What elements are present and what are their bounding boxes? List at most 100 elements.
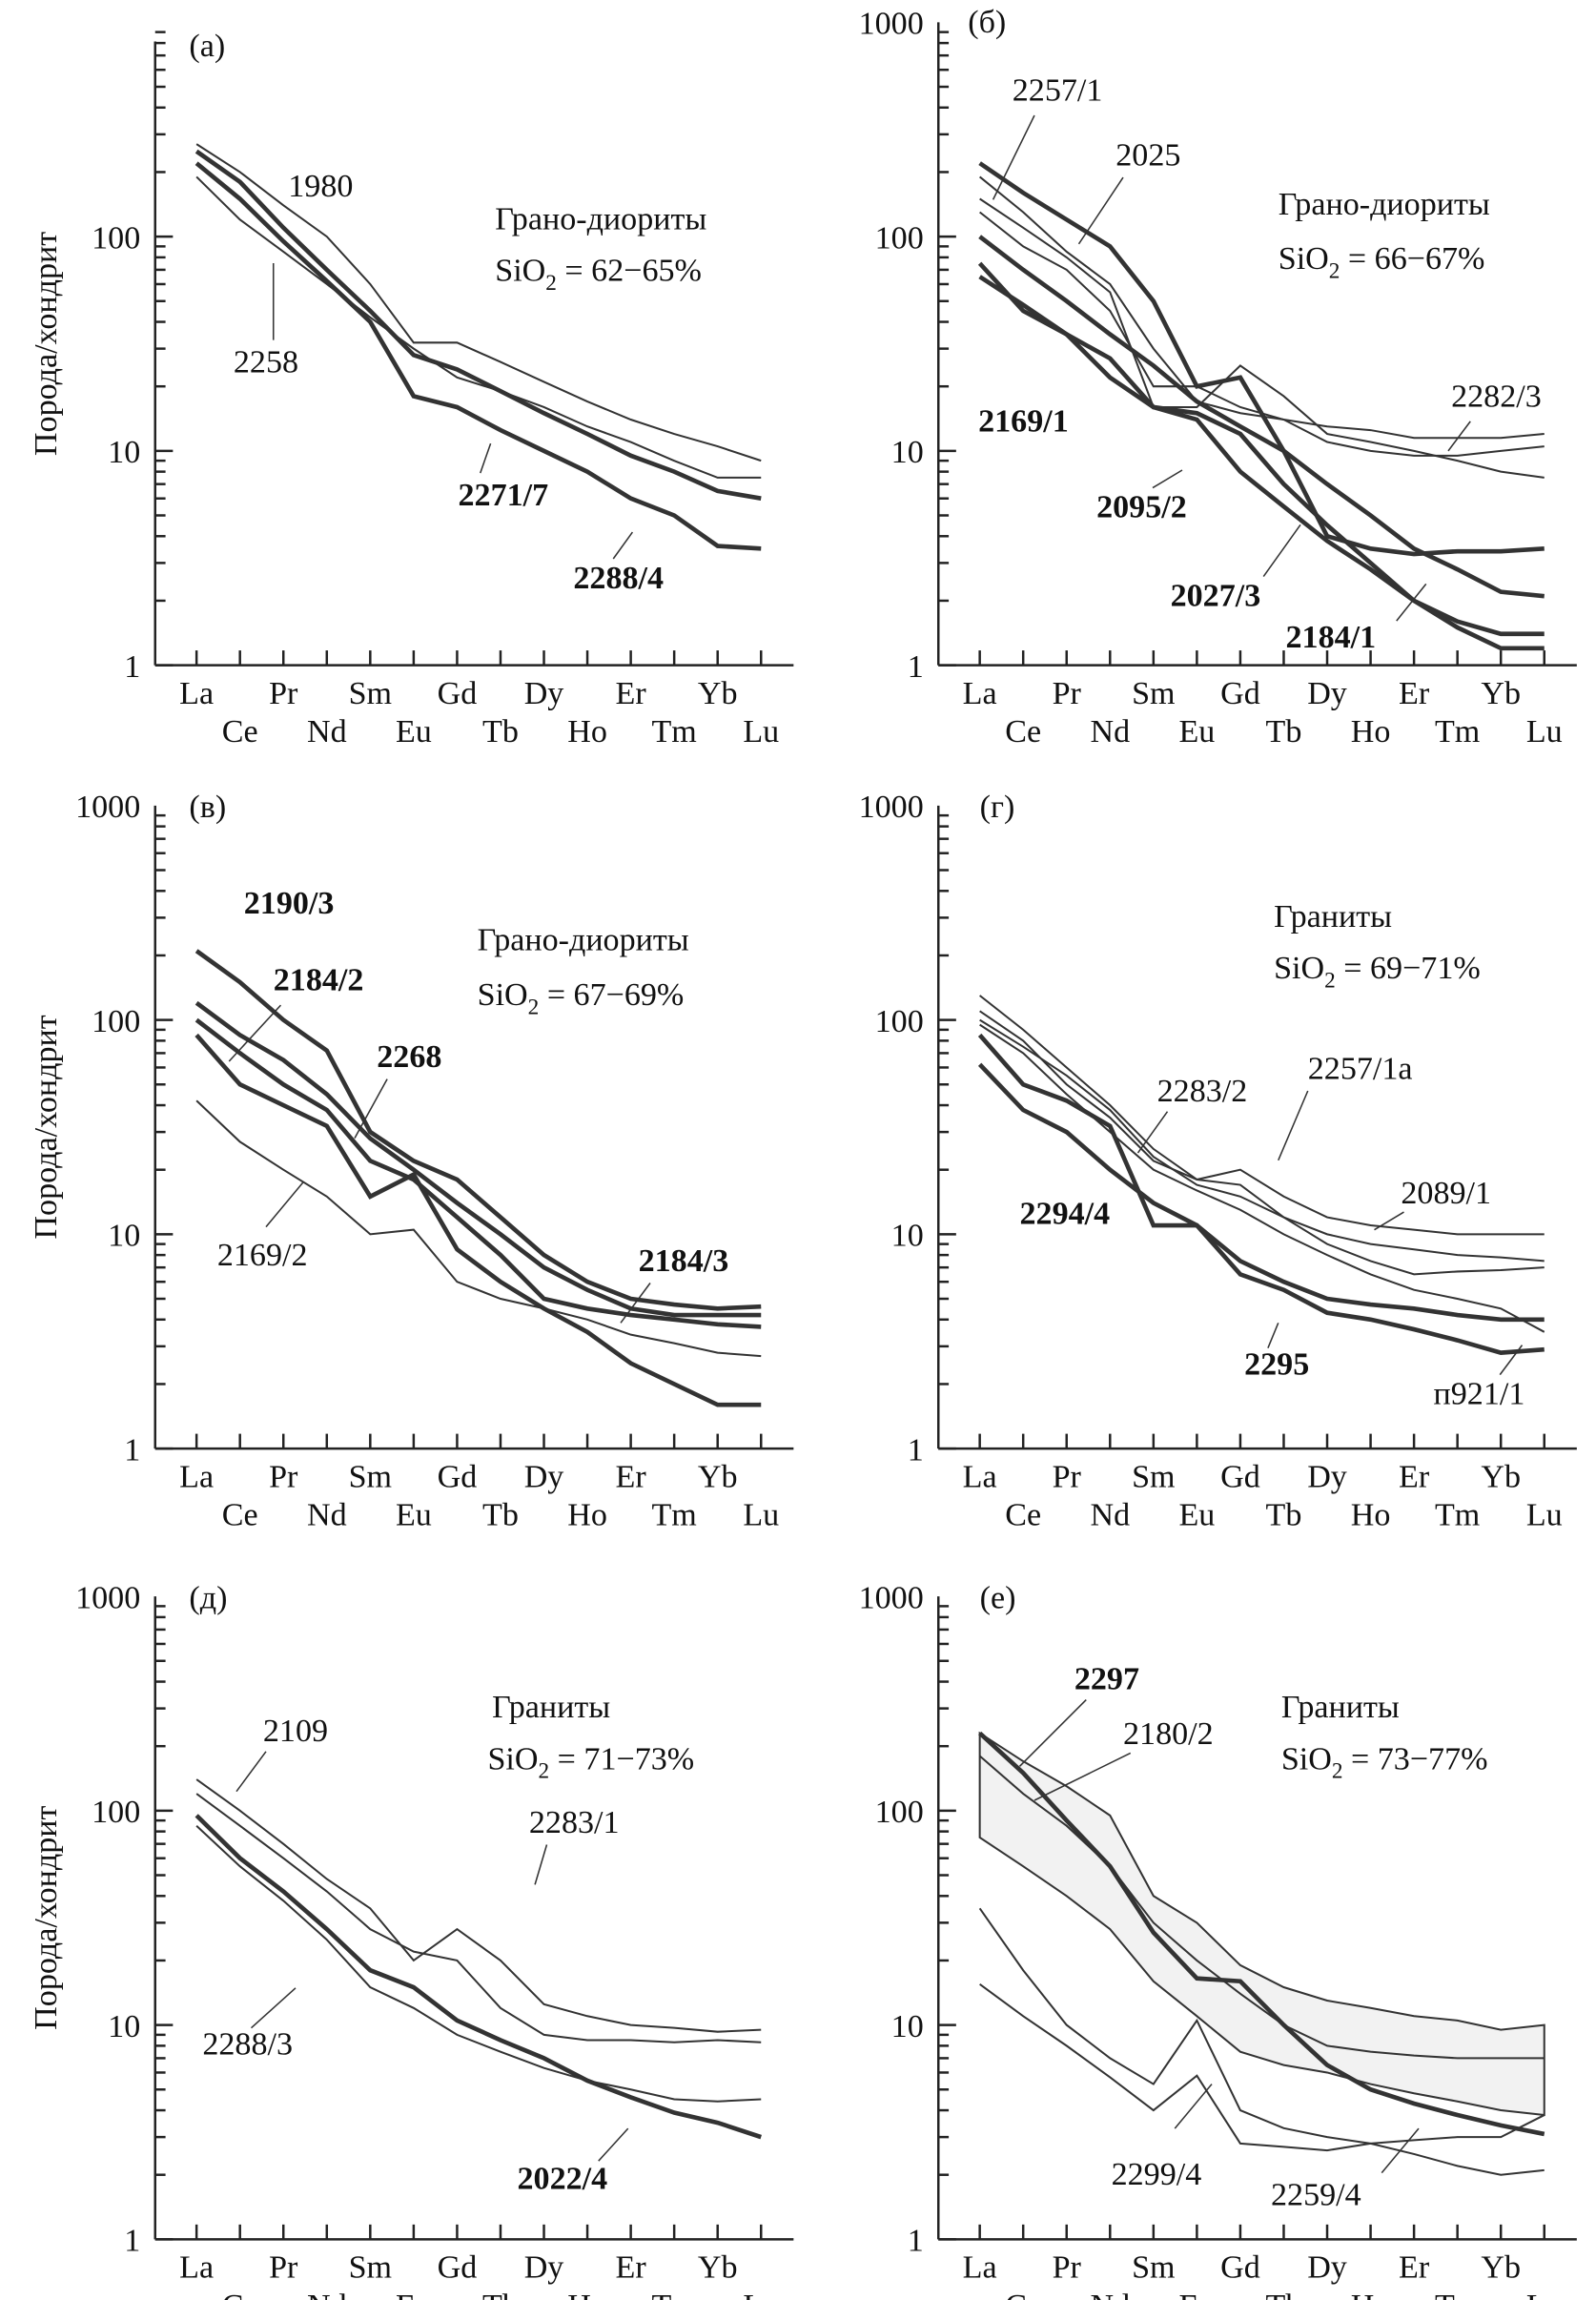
series-label-2295: 2295 xyxy=(1244,1347,1309,1383)
y-tick-label: 1000 xyxy=(859,1581,924,1616)
y-tick-label: 100 xyxy=(92,1795,140,1830)
x-tick-label-Pr: Pr xyxy=(269,676,298,711)
x-tick-label-Yb: Yb xyxy=(698,676,738,711)
x-tick-label-Lu: Lu xyxy=(1526,2289,1563,2300)
leader-line xyxy=(1278,1090,1309,1161)
x-tick-label-Lu: Lu xyxy=(743,714,779,750)
leader-line xyxy=(534,1844,548,1885)
leader-line xyxy=(612,531,634,560)
x-tick-label-La: La xyxy=(179,2250,214,2286)
x-tick-label-Tm: Tm xyxy=(651,714,696,750)
x-tick-label-Nd: Nd xyxy=(1090,2289,1130,2300)
x-tick-label-La: La xyxy=(963,2250,997,2286)
y-tick-label: 10 xyxy=(108,2009,140,2044)
sio2-range: SiO2 = 62−65% xyxy=(495,254,702,296)
series-line-2095/2 xyxy=(978,161,1545,557)
series-line-2258 xyxy=(195,175,762,479)
x-tick-label-Dy: Dy xyxy=(1307,1459,1347,1494)
x-tick-label-Gd: Gd xyxy=(1220,2250,1260,2286)
x-tick-label-Tm: Tm xyxy=(651,1498,696,1533)
series-line-2025 xyxy=(979,197,1545,479)
series-line-2299/4 xyxy=(978,1907,1545,2176)
x-tick-label-La: La xyxy=(963,1459,997,1494)
x-tick-label-Tb: Tb xyxy=(1266,1498,1302,1533)
x-tick-label-La: La xyxy=(179,676,214,711)
series-label-2268: 2268 xyxy=(377,1039,441,1075)
x-tick-label-Dy: Dy xyxy=(524,2250,564,2286)
series-line-2184/3 xyxy=(194,1033,762,1407)
series-label-2297: 2297 xyxy=(1074,1662,1139,1697)
y-tick-label: 1 xyxy=(908,649,924,685)
series-line-п921/1 xyxy=(979,1023,1545,1333)
x-tick-label-Tm: Tm xyxy=(1435,1498,1480,1533)
x-tick-label-Ce: Ce xyxy=(222,2289,258,2300)
x-tick-label-Yb: Yb xyxy=(1481,676,1521,711)
x-tick-label-Yb: Yb xyxy=(1481,2250,1521,2286)
series-line-2184/1 xyxy=(978,275,1545,651)
y-tick-label: 1 xyxy=(124,2224,140,2259)
x-tick-label-Eu: Eu xyxy=(396,1498,432,1533)
series-line-2283/2 xyxy=(979,1018,1545,1263)
leader-line xyxy=(1077,176,1124,245)
leader-line xyxy=(250,1987,297,2029)
x-tick-label-Ho: Ho xyxy=(567,1498,607,1533)
series-label-2180/2: 2180/2 xyxy=(1123,1716,1214,1752)
x-tick-label-Nd: Nd xyxy=(307,714,347,750)
x-tick-label-Ce: Ce xyxy=(222,1498,258,1533)
rock-type-title: Грано-диориты xyxy=(495,201,706,236)
x-tick-label-Yb: Yb xyxy=(1481,1459,1521,1494)
y-tick-label: 1 xyxy=(124,649,140,685)
x-tick-label-Sm: Sm xyxy=(349,1459,392,1494)
series-label-2271/7: 2271/7 xyxy=(459,478,549,513)
sio2-range: SiO2 = 67−69% xyxy=(478,977,685,1019)
x-tick-label-Gd: Gd xyxy=(438,1459,478,1494)
y-axis-label: Порода/хондрит xyxy=(29,1015,64,1239)
series-line-2184/2 xyxy=(194,1000,762,1318)
series-line-2283/1 xyxy=(195,1793,762,2043)
rock-type-title: Граниты xyxy=(492,1690,610,1725)
rock-type-title: Граниты xyxy=(1274,899,1392,934)
series-line-2022/4 xyxy=(194,1814,762,2140)
series-label-2025: 2025 xyxy=(1115,138,1180,174)
x-tick-label-Ho: Ho xyxy=(567,714,607,750)
y-tick-label: 10 xyxy=(108,1219,140,1254)
series-line-2109 xyxy=(195,1778,762,2033)
y-tick-label: 1 xyxy=(908,2224,924,2259)
panel-letter: (в) xyxy=(189,790,226,825)
x-tick-label-Gd: Gd xyxy=(438,2250,478,2286)
y-tick-label: 10 xyxy=(891,2009,924,2044)
panel-letter: (д) xyxy=(189,1581,227,1616)
x-tick-label-Tm: Tm xyxy=(1435,2289,1480,2300)
x-tick-label-La: La xyxy=(179,1459,214,1494)
x-tick-label-Pr: Pr xyxy=(1053,676,1082,711)
x-tick-label-Eu: Eu xyxy=(396,2289,432,2300)
x-tick-label-Tb: Tb xyxy=(482,2289,519,2300)
leader-line xyxy=(1374,1211,1404,1231)
leader-line xyxy=(235,1751,267,1793)
leader-line xyxy=(598,2127,629,2162)
series-line-2169/2 xyxy=(195,1099,762,1358)
x-tick-label-Er: Er xyxy=(616,676,647,711)
x-tick-label-Yb: Yb xyxy=(698,1459,738,1494)
series-label-2190/3: 2190/3 xyxy=(244,886,335,921)
series-line-2295 xyxy=(977,1062,1545,1355)
leader-line xyxy=(1136,1111,1169,1154)
series-line-2089/1 xyxy=(979,1010,1545,1276)
series-line-2169/1 xyxy=(978,235,1545,599)
sio2-range: SiO2 = 69−71% xyxy=(1274,951,1481,993)
y-axis-label: Порода/хондрит xyxy=(29,232,64,456)
x-tick-label-Lu: Lu xyxy=(1526,1498,1563,1533)
series-label-2288/3: 2288/3 xyxy=(202,2027,293,2063)
series-label-2184/2: 2184/2 xyxy=(274,963,364,998)
x-tick-label-Ho: Ho xyxy=(1351,2289,1391,2300)
y-tick-label: 1 xyxy=(908,1433,924,1468)
x-tick-label-Dy: Dy xyxy=(1307,676,1347,711)
leader-line xyxy=(1396,583,1427,622)
series-line-2190/3 xyxy=(194,949,762,1311)
y-tick-label: 1000 xyxy=(75,790,140,825)
x-tick-label-Gd: Gd xyxy=(1220,676,1260,711)
y-tick-label: 10 xyxy=(891,1219,924,1254)
leader-line xyxy=(1018,1699,1087,1767)
